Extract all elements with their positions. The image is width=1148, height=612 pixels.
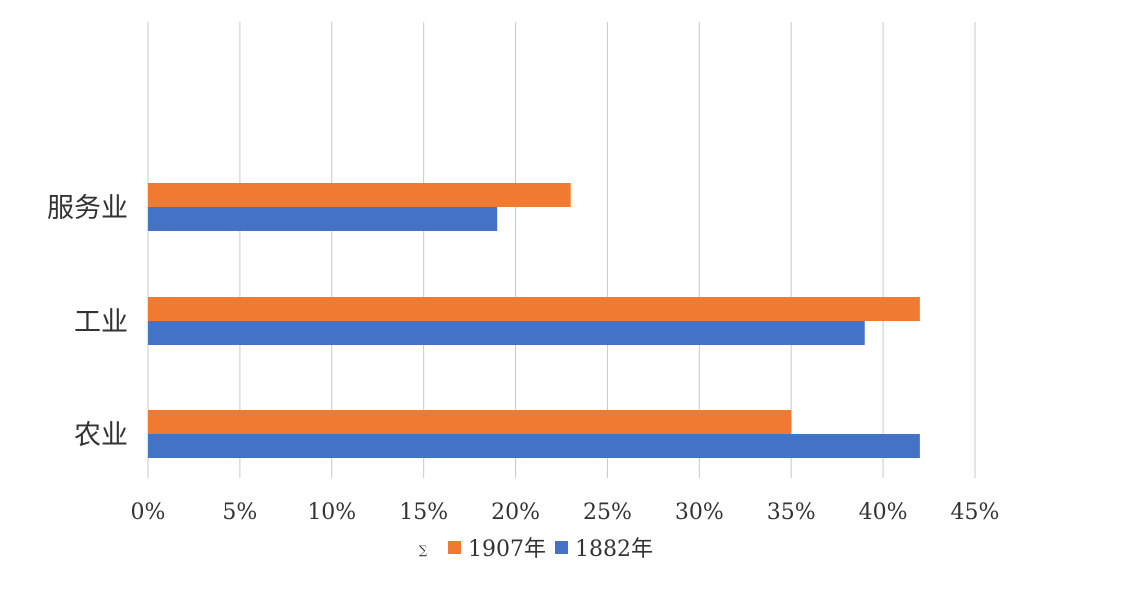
bar-series2 (148, 207, 498, 231)
x-tick-label: 20% (491, 500, 540, 525)
legend: ∑ 1907年 1882年 (419, 537, 653, 562)
bar-series1 (148, 297, 920, 321)
x-tick-label: 45% (951, 500, 1000, 525)
x-tick-label: 0% (131, 500, 166, 525)
bar-series2 (148, 321, 865, 345)
bar-series2 (148, 434, 920, 458)
x-tick-label: 5% (222, 500, 257, 525)
x-tick-label: 10% (307, 500, 356, 525)
bars (148, 183, 920, 458)
legend-label: 1882年 (575, 537, 653, 562)
bar-series1 (148, 410, 792, 434)
legend-swatch (555, 541, 568, 554)
x-tick-label: 40% (859, 500, 908, 525)
x-tick-label: 25% (583, 500, 632, 525)
legend-marker-icon: ∑ (419, 543, 428, 557)
bar-series1 (148, 183, 571, 207)
legend-label: 1907年 (468, 537, 546, 562)
gridlines (147, 22, 976, 478)
category-label: 服务业 (47, 193, 128, 224)
x-axis-tick-labels: 0% 5% 10% 15% 20% 25% 30% 35% 40% 45% (131, 500, 1000, 525)
x-tick-label: 15% (399, 500, 448, 525)
category-label: 工业 (74, 307, 128, 338)
category-label: 农业 (74, 420, 128, 451)
legend-swatch (448, 541, 461, 554)
x-tick-label: 30% (675, 500, 724, 525)
x-tick-label: 35% (767, 500, 816, 525)
